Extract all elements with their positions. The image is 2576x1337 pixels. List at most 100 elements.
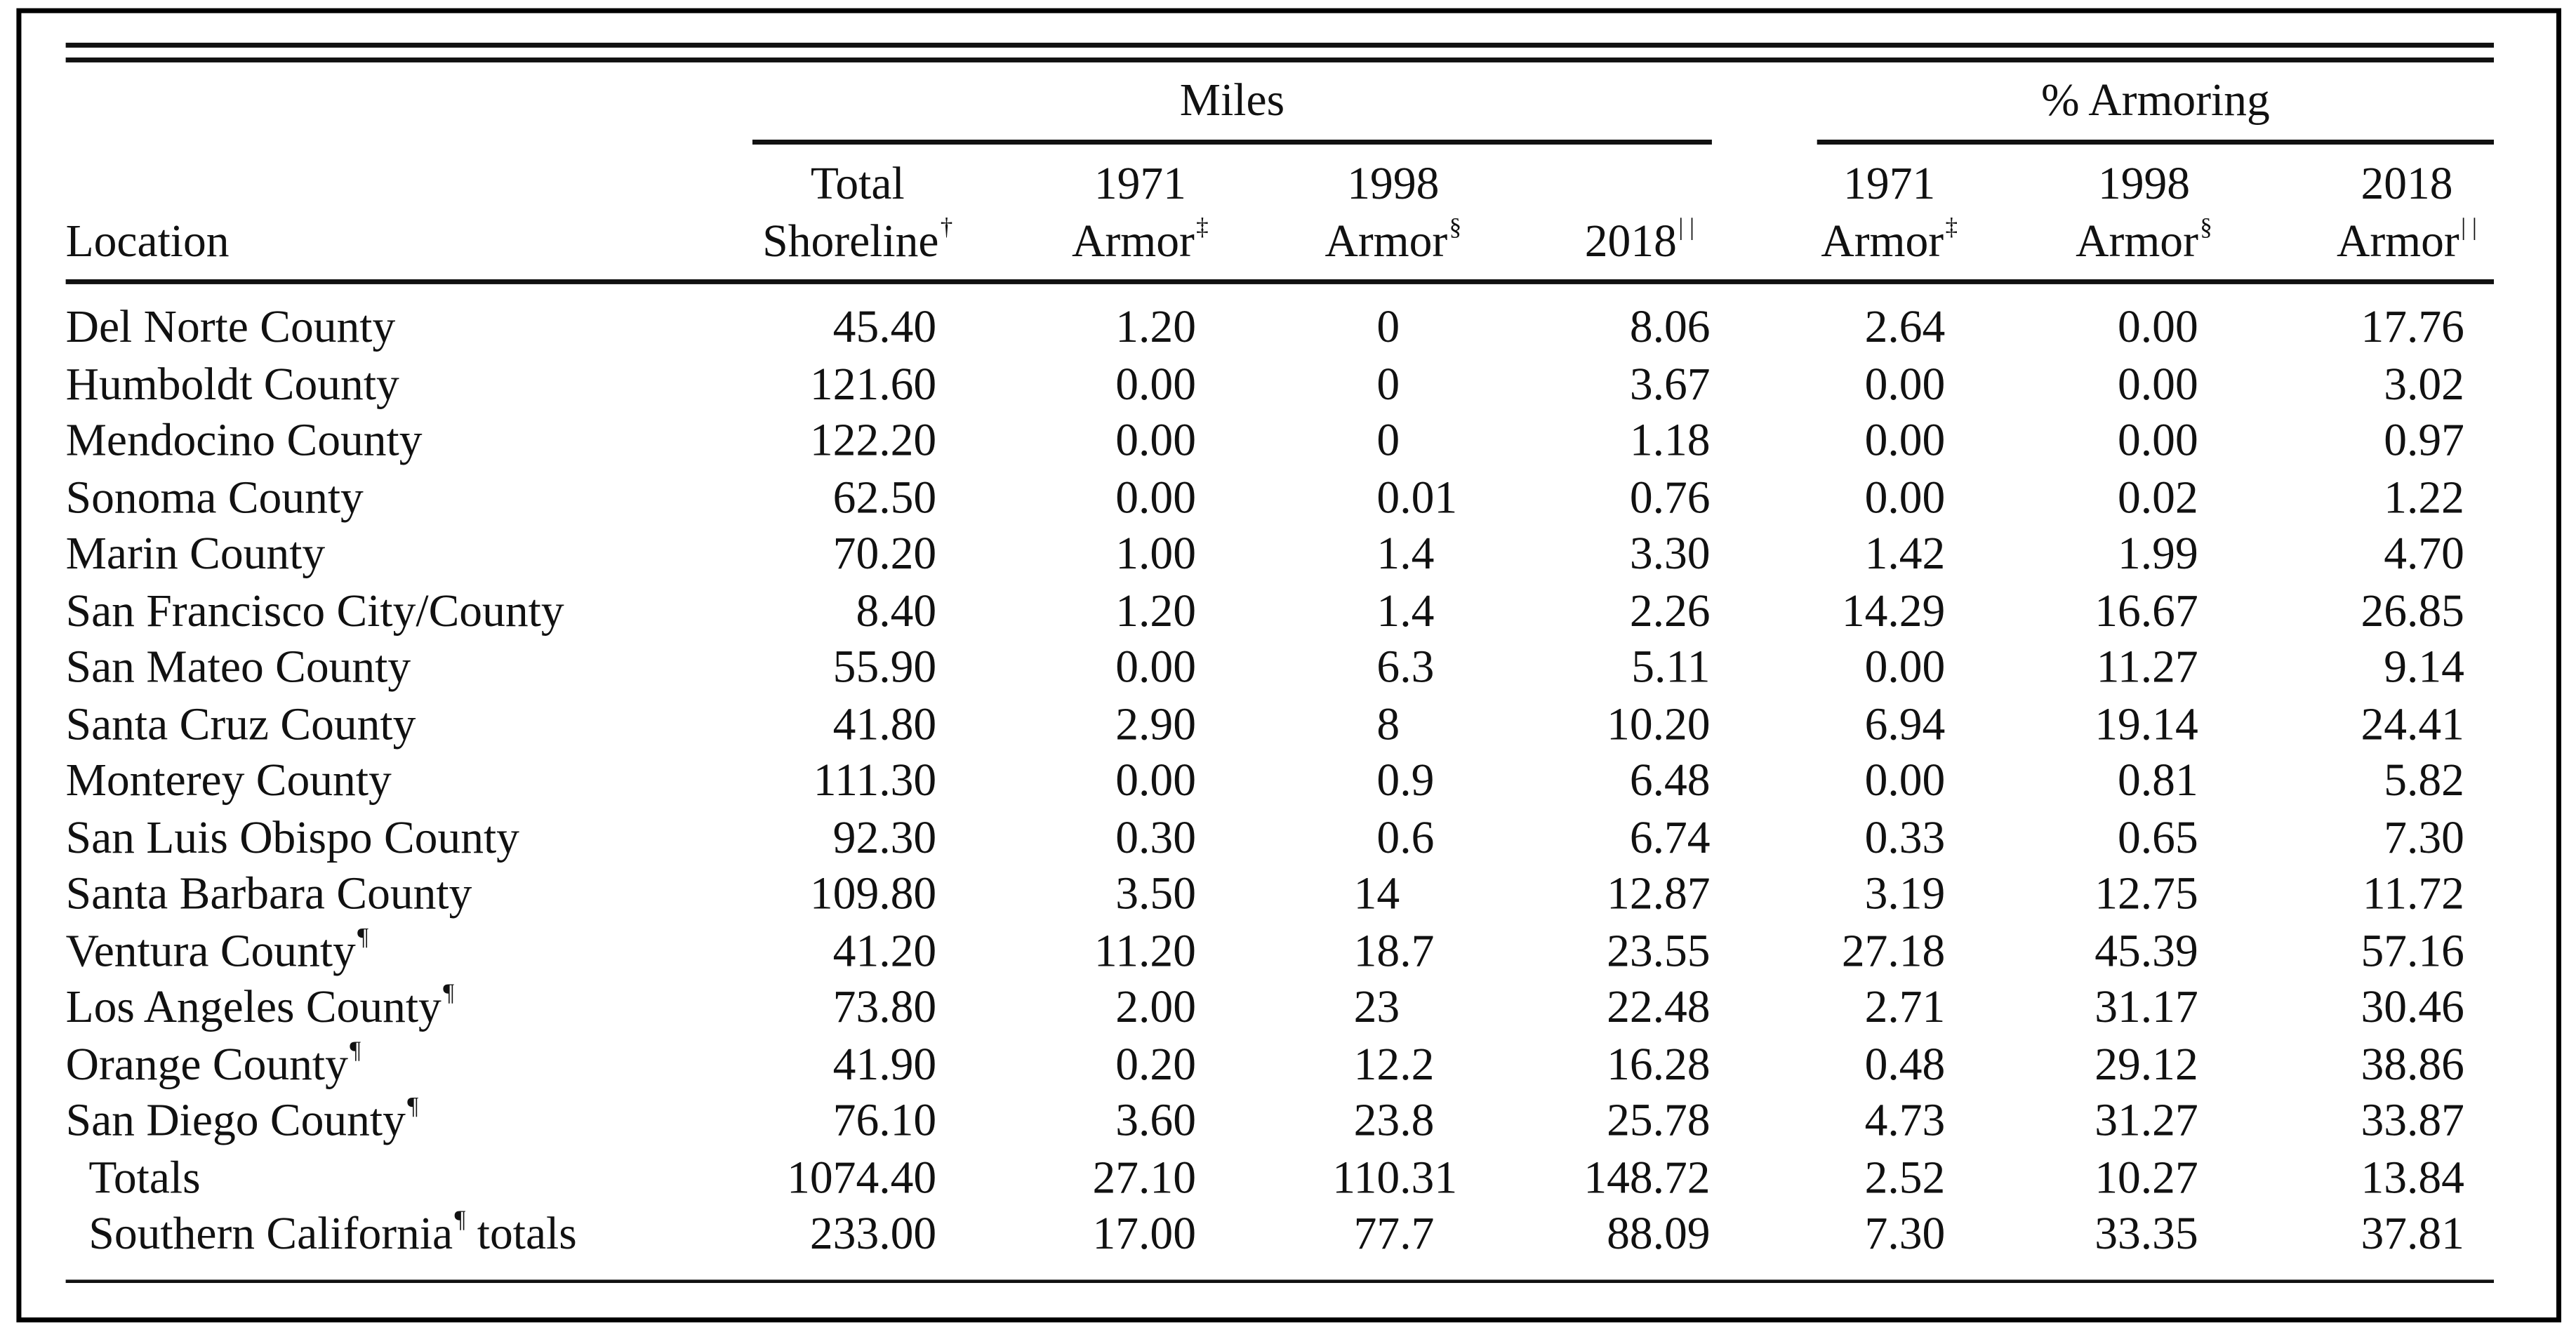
table-cell: 45.39 (2094, 925, 2198, 977)
row-location: Del Norte County (66, 300, 396, 357)
location-name: Los Angeles County (65, 982, 441, 1034)
table-cell-decimal-aligned: 8 (1376, 698, 1400, 750)
table-cell: 10.27 (2094, 1152, 2198, 1204)
table-cell: 0.00 (1864, 642, 1946, 693)
table-cell: 148.72 (1584, 1152, 1711, 1204)
table-cell: 30.46 (2361, 982, 2464, 1034)
column-header-location: Location (65, 216, 230, 268)
table-cell: 45.40 (832, 302, 937, 354)
table-cell: 3.02 (2384, 359, 2464, 410)
table-cell: 27.10 (1092, 1152, 1196, 1204)
table-cell: 2.64 (1864, 302, 1946, 354)
table-cell: 2.90 (1115, 698, 1196, 750)
row-location: Orange County ¶ (66, 1037, 361, 1100)
table-cell: 12.75 (2094, 869, 2198, 920)
table-cell: 5.82 (2384, 755, 2464, 807)
table-cell: 2.71 (1864, 982, 1946, 1034)
table-cell: 0.00 (2118, 359, 2198, 410)
column-header-label: Armor (1072, 216, 1195, 268)
table-cell: 2.00 (1115, 982, 1196, 1034)
table-cell: 1.42 (1864, 528, 1946, 580)
location-name: Humboldt County (65, 359, 399, 410)
table-cell-decimal-aligned: 110.31 (1332, 1152, 1458, 1204)
table-cell-decimal-aligned: 23 (1353, 982, 1400, 1034)
table-cell-decimal-aligned: 0.9 (1376, 755, 1435, 807)
table-cell: 25.78 (1607, 1096, 1711, 1147)
table-cell: 3.30 (1629, 528, 1711, 580)
table-cell: 121.60 (809, 359, 937, 410)
row-location: Totals (88, 1151, 200, 1207)
row-location: Marin County (66, 527, 326, 583)
row-location: San Francisco City/County (66, 584, 564, 640)
table-cell: 88.09 (1607, 1209, 1711, 1260)
table-cell: 31.27 (2094, 1096, 2198, 1147)
table-cell: 27.18 (1841, 925, 1946, 977)
location-name: Sonoma County (65, 472, 364, 524)
header-rule (65, 279, 2495, 284)
group-header-miles: Miles (1179, 75, 1285, 127)
table-cell: 3.67 (1629, 359, 1711, 410)
column-header-label: Armor (2337, 216, 2459, 268)
table-cell-decimal-aligned: 0 (1376, 359, 1400, 410)
footnote-mark: ‡ (1196, 215, 1209, 242)
table-cell: 13.84 (2361, 1152, 2464, 1204)
table-cell: 0.00 (1864, 472, 1946, 524)
table-cell: 1.00 (1115, 528, 1196, 580)
table-cell: 33.35 (2094, 1209, 2198, 1260)
table-cell-decimal-aligned: 1.4 (1376, 528, 1435, 580)
table-cell: 3.50 (1115, 869, 1196, 920)
column-header-line1: 1971 (1843, 159, 1936, 211)
table-cell: 3.19 (1864, 869, 1946, 920)
table-cell: 1074.40 (787, 1152, 937, 1204)
row-location: Ventura County ¶ (66, 924, 369, 987)
column-header: Armor ‡ (1821, 215, 1958, 278)
table-cell: 111.30 (813, 755, 937, 807)
table-cell: 62.50 (832, 472, 937, 524)
bottom-rule (65, 1279, 2495, 1284)
table-cell-decimal-aligned: 1.4 (1376, 585, 1435, 637)
column-header: Shoreline † (762, 215, 952, 278)
table-cell: 33.87 (2361, 1096, 2464, 1147)
table-cell: 55.90 (832, 642, 937, 693)
location-name: Marin County (65, 528, 326, 580)
table-cell: 4.73 (1864, 1096, 1946, 1147)
column-header-label: Armor (1324, 216, 1448, 268)
top-rule-2 (65, 57, 2495, 62)
location-name: San Francisco City/County (65, 585, 564, 637)
location-name: Santa Cruz County (65, 698, 416, 750)
table-cell: 12.87 (1607, 869, 1711, 920)
table-cell: 2.26 (1629, 585, 1711, 637)
table-cell: 0.65 (2118, 812, 2198, 863)
row-location: Los Angeles County ¶ (66, 980, 454, 1043)
footnote-mark: ‡ (1945, 215, 1958, 242)
table-cell: 233.00 (809, 1209, 937, 1260)
table-cell: 11.27 (2096, 642, 2198, 693)
table-cell-decimal-aligned: 14 (1353, 869, 1400, 920)
location-name: San Diego County (65, 1096, 406, 1147)
column-header-line1: Total (810, 159, 905, 211)
row-location: San Diego County ¶ (66, 1094, 418, 1157)
table-cell: 41.80 (832, 698, 937, 750)
table-cell: 0.00 (1115, 472, 1196, 524)
column-header-label: 2018 (1584, 216, 1677, 268)
table-cell: 26.85 (2361, 585, 2464, 637)
table-cell: 37.81 (2361, 1209, 2464, 1260)
table-cell: 0.00 (1115, 642, 1196, 693)
table-cell: 22.48 (1607, 982, 1711, 1034)
table-cell: 14.29 (1841, 585, 1946, 637)
table-cell: 6.48 (1629, 755, 1711, 807)
footnote-mark: § (1449, 215, 1462, 242)
table-cell: 0.00 (1864, 755, 1946, 807)
table-cell-decimal-aligned: 6.3 (1376, 642, 1435, 693)
location-name: Southern California (88, 1209, 453, 1260)
table-cell: 24.41 (2361, 698, 2464, 750)
percent-rule (1817, 139, 2495, 145)
table-cell: 19.14 (2094, 698, 2198, 750)
row-location: Mendocino County (66, 414, 423, 470)
location-name: Monterey County (65, 755, 392, 807)
table-cell: 29.12 (2094, 1039, 2198, 1090)
column-header-line1: 2018 (2361, 159, 2453, 211)
location-suffix: totals (465, 1209, 577, 1260)
location-name: Mendocino County (65, 415, 423, 467)
location-name: Ventura County (65, 925, 356, 977)
